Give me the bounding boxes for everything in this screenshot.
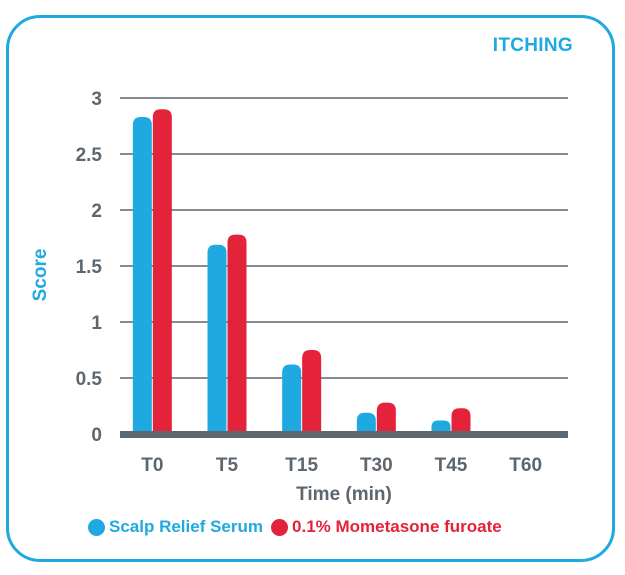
- y-tick-label-4: 2: [91, 201, 102, 222]
- x-tick-label-T5: T5: [216, 455, 239, 476]
- x-tick-label-T60: T60: [509, 455, 542, 476]
- legend-item-mometasone: 0.1% Mometasone furoate: [271, 517, 502, 537]
- legend-dot-mometasone: [271, 518, 289, 536]
- x-tick-label-T30: T30: [360, 455, 393, 476]
- y-tick-label-6: 3: [91, 89, 102, 110]
- chart-title: ITCHING: [492, 35, 573, 56]
- x-axis-label: Time (min): [296, 484, 392, 505]
- y-tick-label-2: 1: [91, 313, 102, 334]
- legend: Scalp Relief Serum 0.1% Mometasone furoa…: [88, 517, 510, 537]
- bar-T5-series-0: [207, 244, 227, 434]
- y-tick-label-1: 0.5: [76, 369, 103, 390]
- legend-item-serum: Scalp Relief Serum: [88, 517, 263, 537]
- x-tick-label-T0: T0: [141, 455, 163, 476]
- bar-T15-series-1: [302, 350, 322, 434]
- legend-label-mometasone: 0.1% Mometasone furoate: [292, 517, 502, 536]
- legend-dot-serum: [88, 518, 105, 536]
- bar-T45-series-1: [451, 408, 471, 434]
- bars: [132, 109, 471, 434]
- y-tick-label-5: 2.5: [76, 145, 103, 166]
- bar-T30-series-1: [376, 402, 396, 434]
- bar-T5-series-1: [227, 234, 247, 434]
- y-tick-label-3: 1.5: [76, 257, 103, 278]
- chart-frame: [6, 15, 615, 562]
- y-tick-label-0: 0: [91, 425, 102, 446]
- y-axis-label: Score: [30, 248, 51, 302]
- bar-T15-series-0: [282, 364, 302, 434]
- x-tick-labels: T0 T5 T15 T30 T45 T60: [141, 455, 542, 476]
- x-tick-label-T15: T15: [285, 455, 318, 476]
- bar-T0-series-1: [152, 109, 172, 434]
- x-axis-baseline: [120, 431, 568, 438]
- grid-lines: [120, 97, 568, 379]
- x-tick-label-T45: T45: [435, 455, 468, 476]
- bar-T30-series-0: [356, 412, 376, 434]
- bar-T45-series-0: [431, 420, 451, 434]
- y-tick-labels: 0 0.5 1 1.5 2 2.5 3: [76, 89, 103, 446]
- legend-label-serum: Scalp Relief Serum: [109, 517, 264, 536]
- bar-T0-series-0: [132, 117, 152, 434]
